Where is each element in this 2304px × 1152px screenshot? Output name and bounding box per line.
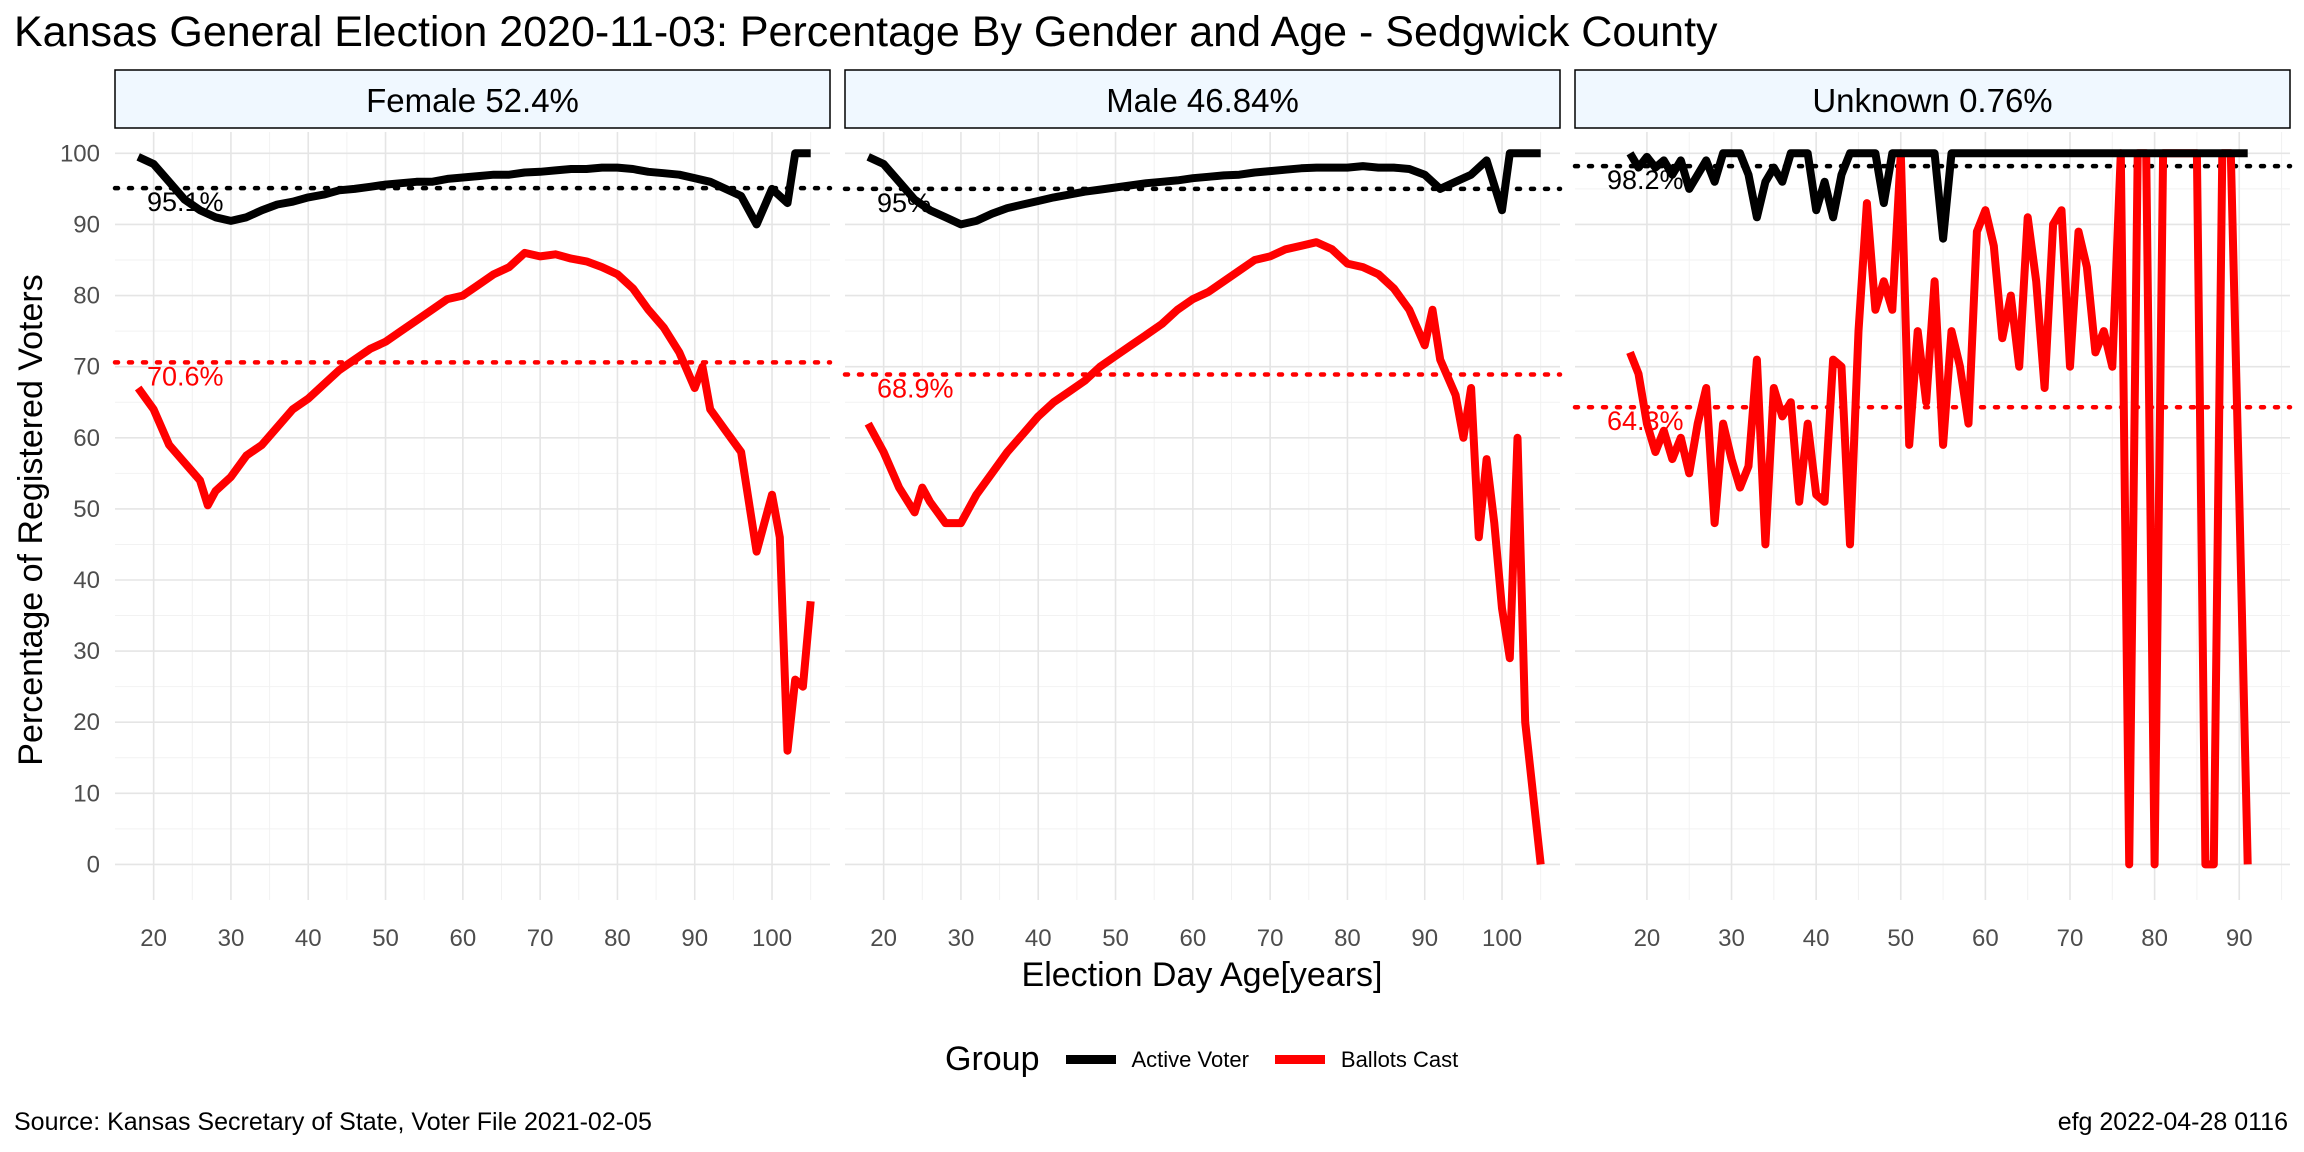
legend-title: Group [945, 1040, 1040, 1078]
x-tick-label: 20 [870, 925, 897, 952]
y-tick-label: 50 [73, 496, 100, 523]
author-caption: efg 2022-04-28 0116 [2057, 1108, 2288, 1136]
facet-strip-label-0: Female 52.4% [366, 82, 579, 119]
ballots-mean-label: 68.9% [877, 373, 954, 403]
ballots-cast-line [134, 248, 815, 755]
facet-strip-label-1: Male 46.84% [1106, 82, 1299, 119]
x-tick-label: 100 [1482, 925, 1522, 952]
facet-strip-0 [114, 69, 831, 129]
x-tick-label: 80 [1334, 925, 1361, 952]
x-tick-label: 90 [2226, 925, 2253, 952]
y-tick-label: 100 [60, 140, 100, 167]
ballots-cast-line [864, 238, 1545, 865]
active-voter-line [136, 149, 811, 229]
active-voter-line [866, 149, 1541, 229]
facet-strip-2 [1574, 69, 2291, 129]
legend-label-ballots-cast: Ballots Cast [1340, 1046, 1459, 1072]
ballots-mean-label: 70.6% [147, 361, 224, 391]
x-tick-label: 40 [1025, 925, 1052, 952]
x-tick-label: 40 [1803, 925, 1830, 952]
facet-strip-1 [844, 69, 1561, 129]
x-tick-label: 100 [752, 925, 792, 952]
legend-item-active-voter: Active Voter [1065, 1046, 1249, 1073]
x-tick-label: 80 [604, 925, 631, 952]
legend-item-ballots-cast: Ballots Cast [1274, 1046, 1459, 1073]
y-tick-label: 80 [73, 283, 100, 310]
chart-title: Kansas General Election 2020-11-03: Perc… [14, 8, 1718, 56]
source-caption: Source: Kansas Secretary of State, Voter… [14, 1108, 652, 1136]
facet-panel-0: Female 52.4% 20 30 40 50 60 70 80 90 100 0 10 20 30 40… [60, 69, 833, 952]
x-tick-label: 50 [1887, 925, 1914, 952]
y-axis-label: Percentage of Registered Voters [12, 274, 50, 765]
y-tick-label: 10 [73, 780, 100, 807]
ballots-mean-label: 64.3% [1607, 406, 1684, 436]
legend-label-active-voter: Active Voter [1131, 1046, 1249, 1072]
x-tick-label: 60 [1179, 925, 1206, 952]
active-mean-label: 95.1% [147, 187, 224, 217]
x-tick-label: 60 [1972, 925, 1999, 952]
facet-panel-2: Unknown 0.76% 20 30 40 50 60 70 80 90 98.2% 64.3% [1572, 69, 2293, 952]
x-axis-label: Election Day Age[years] [1022, 956, 1383, 994]
y-tick-label: 20 [73, 709, 100, 736]
y-tick-label: 90 [73, 211, 100, 238]
x-tick-label: 30 [948, 925, 975, 952]
y-tick-label: 30 [73, 638, 100, 665]
legend-swatch-active-voter [1065, 1055, 1116, 1064]
x-tick-label: 50 [1102, 925, 1129, 952]
x-tick-label: 30 [1718, 925, 1745, 952]
x-tick-label: 70 [2057, 925, 2084, 952]
x-tick-label: 70 [1257, 925, 1284, 952]
x-tick-label: 90 [1411, 925, 1438, 952]
y-tick-label: 40 [73, 567, 100, 594]
x-tick-label: 20 [140, 925, 167, 952]
x-tick-label: 80 [2141, 925, 2168, 952]
x-tick-label: 30 [218, 925, 245, 952]
x-tick-label: 50 [372, 925, 399, 952]
facet-strip-label-2: Unknown 0.76% [1812, 82, 2052, 119]
y-tick-label: 70 [73, 354, 100, 381]
active-voter-line [1626, 149, 2248, 243]
legend-swatch-ballots-cast [1274, 1055, 1325, 1064]
x-tick-label: 40 [295, 925, 322, 952]
active-mean-label: 95% [877, 188, 931, 218]
y-tick-label: 60 [73, 425, 100, 452]
panels-layer: Female 52.4% 20 30 40 50 60 70 80 90 100 0 10 20 30 40… [60, 69, 2293, 952]
x-tick-label: 20 [1634, 925, 1661, 952]
y-tick-label: 0 [87, 851, 100, 878]
x-tick-label: 70 [527, 925, 554, 952]
facet-panel-1: Male 46.84% 20 30 40 50 60 70 80 90 100 95% 68.9% [842, 69, 1563, 952]
legend: Group Active Voter Ballots Cast [945, 1040, 1484, 1079]
active-mean-label: 98.2% [1607, 165, 1684, 195]
x-tick-label: 90 [681, 925, 708, 952]
x-tick-label: 60 [449, 925, 476, 952]
